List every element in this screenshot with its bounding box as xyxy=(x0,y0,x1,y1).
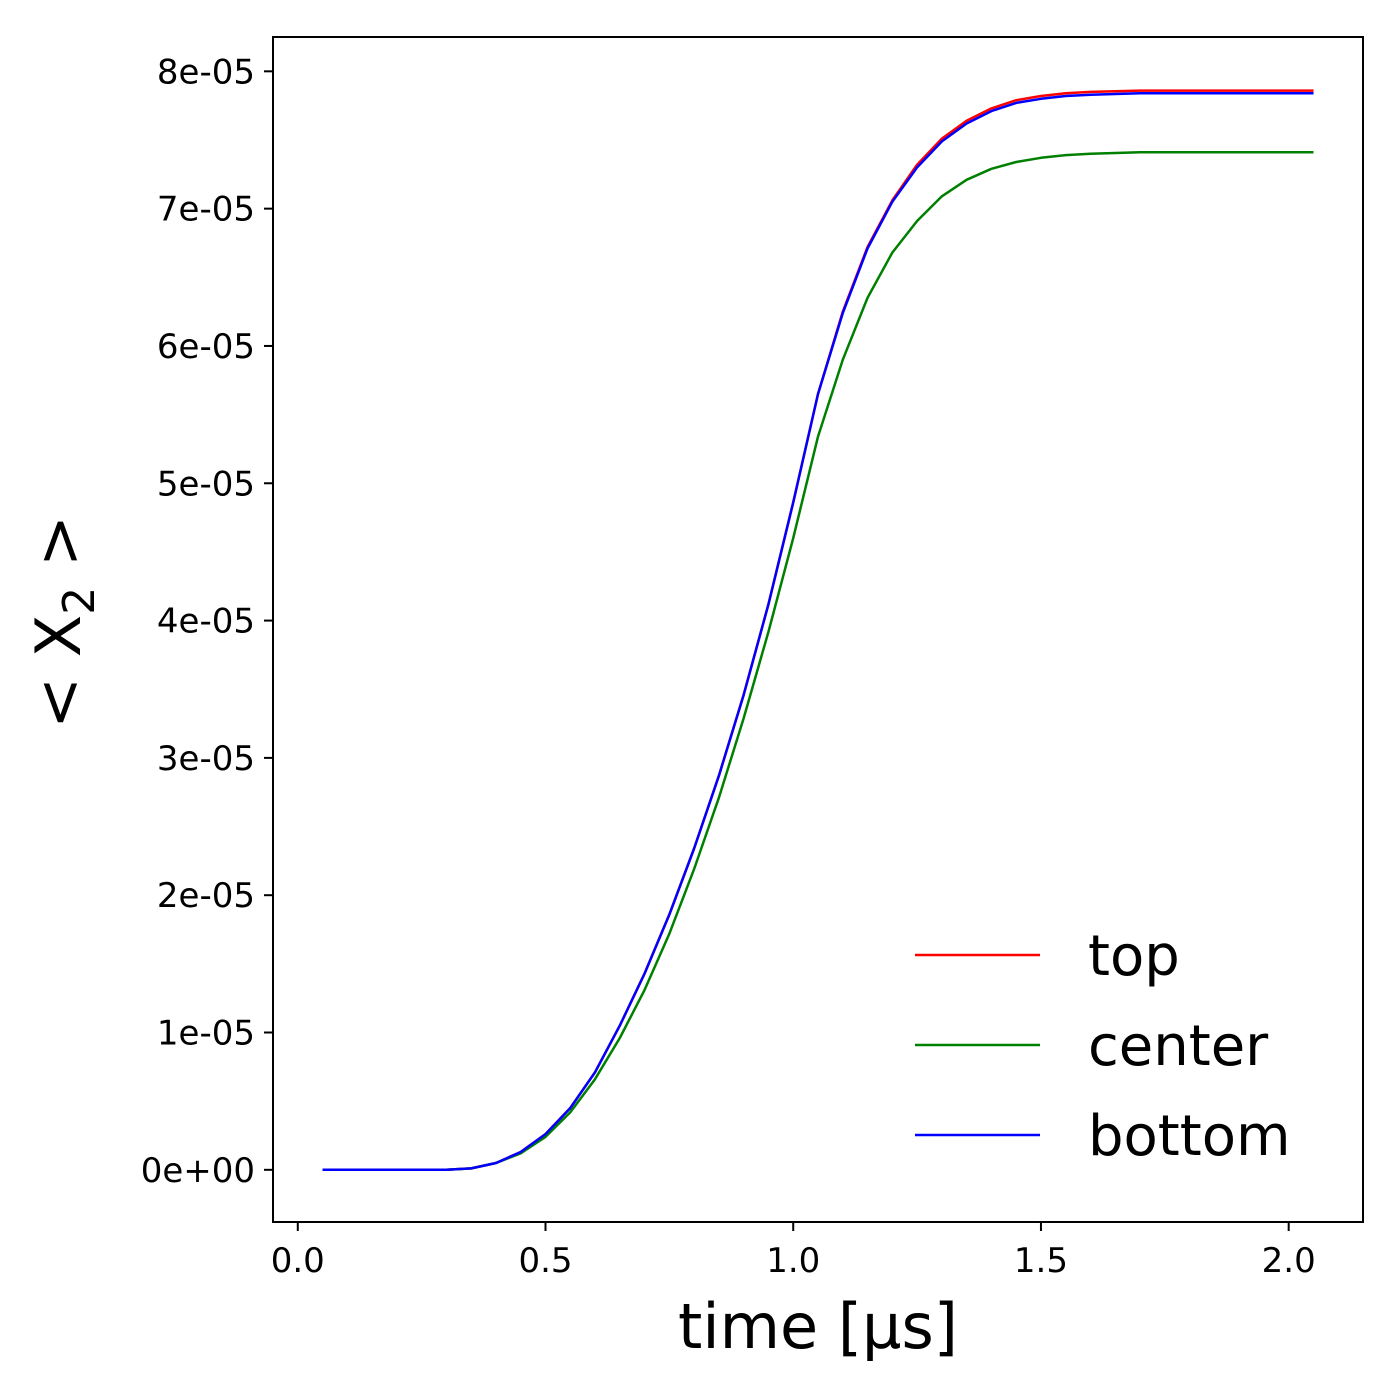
series-line-bottom xyxy=(322,92,1314,1172)
y-axis: 0e+00 1e-05 2e-05 3e-05 4e-05 5e-05 6e-05 7e-05… xyxy=(141,52,273,1191)
y-tick-label: 8e-05 xyxy=(157,52,255,92)
series-layer xyxy=(322,89,1314,1172)
legend-label-bottom: bottom xyxy=(1088,1104,1291,1169)
legend-label-center: center xyxy=(1088,1014,1269,1079)
x-tick-label: 0.0 xyxy=(271,1241,325,1281)
y-tick-label: 1e-05 xyxy=(157,1014,255,1054)
y-tick-label: 5e-05 xyxy=(157,464,255,504)
x-tick-label: 2.0 xyxy=(1262,1241,1316,1281)
y-tick-label: 3e-05 xyxy=(157,739,255,779)
y-tick-label: 6e-05 xyxy=(157,327,255,367)
y-tick-label: 7e-05 xyxy=(157,190,255,230)
x-axis-title: time [µs] xyxy=(678,1290,958,1363)
y-tick-label: 4e-05 xyxy=(157,602,255,642)
plot-frame xyxy=(272,36,1364,1223)
y-axis-title-prefix: < X xyxy=(22,615,95,729)
x-tick-label: 1.0 xyxy=(766,1241,820,1281)
legend-label-top: top xyxy=(1088,924,1180,989)
y-tick-label: 2e-05 xyxy=(157,876,255,916)
y-tick-label: 0e+00 xyxy=(141,1151,255,1191)
y-axis-title-suffix: > xyxy=(22,515,95,587)
plot-area xyxy=(273,37,1363,1222)
x-tick-label: 1.5 xyxy=(1014,1241,1068,1281)
y-axis-title-subscript: 2 xyxy=(54,587,105,615)
x-axis: 0.0 0.5 1.0 1.5 2.0 xyxy=(271,1222,1316,1281)
y-axis-title: < X2 > xyxy=(22,515,105,729)
x-tick-label: 0.5 xyxy=(518,1241,572,1281)
legend: top center bottom xyxy=(915,924,1291,1169)
